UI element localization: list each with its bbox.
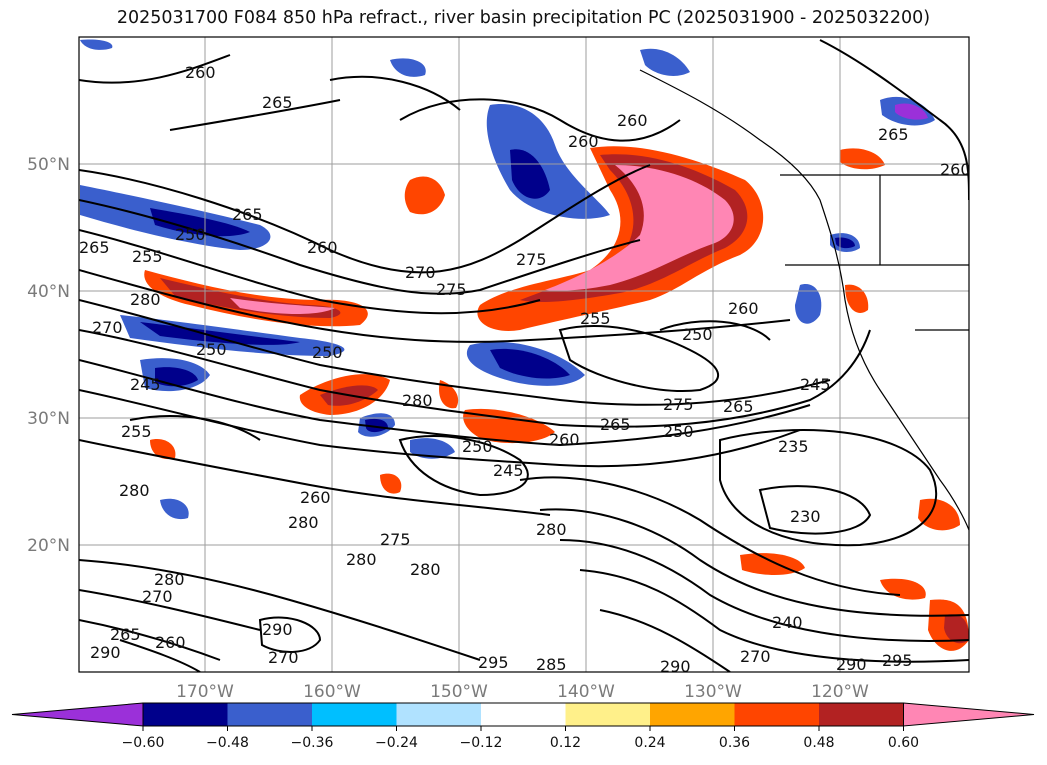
contour-label: 270 (740, 647, 771, 666)
contour-label: 265 (600, 415, 631, 434)
contour-label: 280 (402, 391, 433, 410)
contour-label: 280 (288, 513, 319, 532)
contour-label: 265 (262, 93, 293, 112)
contour-label: 260 (185, 63, 216, 82)
lon-label: 160°W (303, 682, 361, 702)
contour-label: 280 (130, 290, 161, 309)
contour-label: 260 (940, 160, 971, 179)
lat-label: 40°N (27, 282, 70, 302)
colorbar: −0.60 −0.48 −0.36 −0.24 −0.12 0.12 0.24 0.36 0.4… (11, 702, 1035, 751)
contour-label: 265 (79, 238, 110, 257)
contour-label: 290 (836, 655, 867, 674)
contour-label: 260 (617, 111, 648, 130)
contour-label: 260 (568, 132, 599, 151)
colorbar-swatch (565, 703, 651, 726)
colorbar-swatch (312, 703, 397, 726)
contour-label: 250 (462, 437, 493, 456)
coastline (639, 69, 969, 531)
colorbar-tick-label: −0.48 (206, 735, 249, 751)
contour-label: 290 (90, 643, 121, 662)
contour-label: 250 (682, 325, 713, 344)
contour-label: 280 (346, 550, 377, 569)
colorbar-swatch (143, 703, 228, 726)
contour-label: 250 (312, 343, 343, 362)
contour-label: 280 (119, 481, 150, 500)
lon-label: 150°W (430, 682, 488, 702)
plot-frame (78, 36, 970, 673)
colorbar-tick-label: 0.48 (803, 735, 834, 751)
contour-label: 280 (154, 570, 185, 589)
latitude-labels: 50°N 40°N 30°N 20°N (27, 155, 70, 556)
contour-label: 285 (536, 655, 567, 674)
contour-label: 250 (196, 340, 227, 359)
contour-label: 255 (132, 247, 163, 266)
contour-label: 275 (663, 395, 694, 414)
contour-label: 265 (878, 125, 909, 144)
contour-label: 250 (175, 225, 206, 244)
colorbar-swatch (819, 703, 904, 726)
colorbar-swatch (396, 703, 482, 726)
contour-label: 255 (121, 422, 152, 441)
map-title: 2025031700 F084 850 hPa refract., river … (116, 8, 931, 28)
lon-label: 120°W (811, 682, 869, 702)
contour-label: 245 (130, 375, 161, 394)
contour-label: 245 (493, 461, 524, 480)
colorbar-swatch (481, 703, 566, 726)
colorbar-tick-label: −0.12 (460, 735, 503, 751)
lat-label: 20°N (27, 536, 70, 556)
contour-label: 230 (790, 507, 821, 526)
colorbar-swatch (734, 703, 820, 726)
contour-label: 235 (778, 437, 809, 456)
longitude-labels: 170°W 160°W 150°W 140°W 130°W 120°W (176, 682, 869, 702)
colorbar-extend-right (903, 702, 1035, 727)
colorbar-tick-label: 0.12 (550, 735, 581, 751)
contour-label: 270 (405, 263, 436, 282)
contour-label: 260 (300, 488, 331, 507)
contour-label: 280 (410, 560, 441, 579)
colorbar-tick-label: 0.60 (888, 735, 919, 751)
contour-label: 260 (728, 299, 759, 318)
lat-label: 30°N (27, 409, 70, 429)
contour-label: 265 (232, 205, 263, 224)
contour-label: 255 (580, 309, 611, 328)
contour-label: 260 (549, 430, 580, 449)
lon-label: 130°W (684, 682, 742, 702)
colorbar-extend-left (11, 702, 144, 727)
graticule (79, 37, 969, 672)
contour-label: 265 (110, 625, 141, 644)
colorbar-swatch (227, 703, 313, 726)
contour-label: 275 (380, 530, 411, 549)
colorbar-swatch (650, 703, 735, 726)
contour-label: 265 (723, 397, 754, 416)
refractivity-contours (79, 39, 969, 672)
contour-label: 270 (92, 318, 123, 337)
contour-label: 275 (516, 250, 547, 269)
contour-label: 240 (772, 613, 803, 632)
lat-label: 50°N (27, 155, 70, 175)
contour-label: 280 (536, 520, 567, 539)
lon-label: 140°W (557, 682, 615, 702)
colorbar-tick-label: −0.60 (122, 735, 165, 751)
colorbar-tick-label: −0.36 (291, 735, 334, 751)
contour-label: 290 (660, 657, 691, 676)
lon-label: 170°W (176, 682, 234, 702)
contour-label: 245 (800, 375, 831, 394)
contour-label: 250 (663, 422, 694, 441)
colorbar-tick-label: 0.36 (719, 735, 750, 751)
contour-label: 260 (307, 238, 338, 257)
contour-label: 275 (436, 280, 467, 299)
contour-labels: 260 265 265 260 255 265 250 260 260 270 … (79, 63, 971, 676)
contour-label: 295 (882, 651, 913, 670)
colorbar-tick-label: 0.24 (634, 735, 665, 751)
contour-label: 270 (268, 648, 299, 667)
contour-label: 295 (478, 653, 509, 672)
contour-label: 270 (142, 587, 173, 606)
colorbar-outline (142, 702, 904, 727)
precip-fill-layer (80, 39, 969, 651)
colorbar-tick-label: −0.24 (375, 735, 418, 751)
contour-label: 290 (262, 620, 293, 639)
contour-label: 260 (155, 633, 186, 652)
